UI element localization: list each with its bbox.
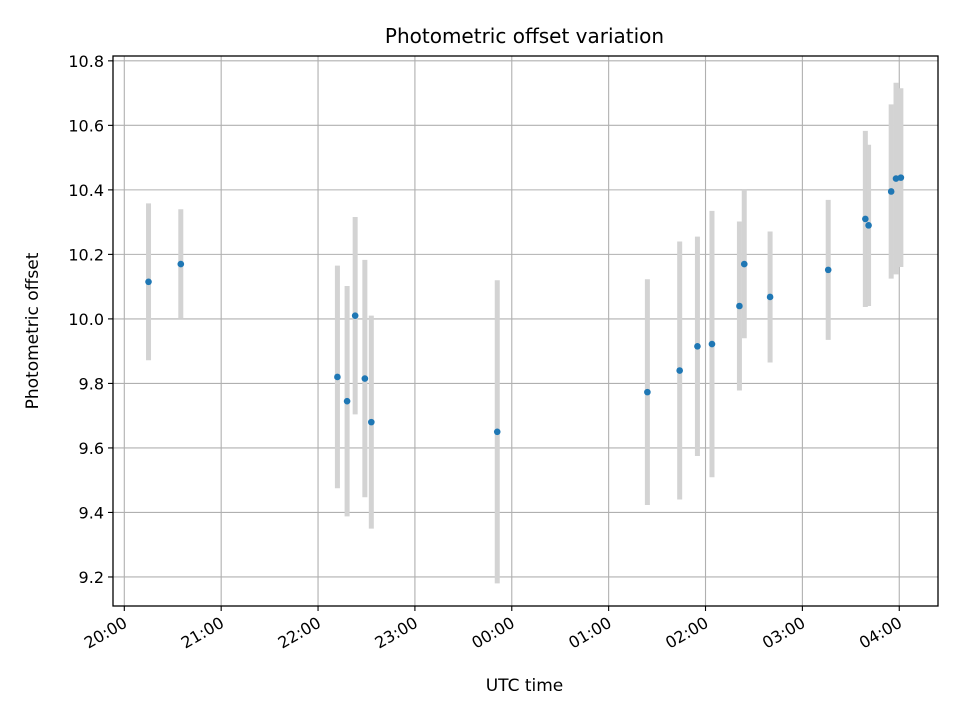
- y-tick-label: 9.4: [79, 503, 104, 522]
- y-tick-label: 10.2: [68, 245, 104, 264]
- y-tick-label: 10.6: [68, 116, 104, 135]
- data-point: [694, 343, 701, 350]
- y-tick-label: 9.8: [79, 374, 104, 393]
- data-point: [897, 174, 905, 181]
- data-point: [334, 373, 341, 381]
- data-point: [351, 312, 359, 319]
- x-tick-label: 01:00: [565, 613, 614, 653]
- data-point: [824, 266, 832, 274]
- data-point: [736, 302, 743, 310]
- y-tick-label: 10.8: [68, 52, 104, 71]
- data-point: [368, 418, 375, 426]
- data-point: [766, 293, 774, 301]
- grid-lines: [113, 56, 938, 606]
- data-point: [676, 367, 683, 374]
- error-bars: [146, 82, 904, 584]
- y-tick-label: 9.2: [79, 568, 104, 587]
- data-point: [361, 375, 369, 382]
- data-point: [887, 188, 895, 195]
- x-tick-label: 00:00: [468, 613, 517, 653]
- plot-frame: [112, 55, 939, 607]
- data-point: [865, 222, 872, 229]
- x-tick-label: 22:00: [275, 613, 324, 653]
- x-tick-label: 21:00: [178, 613, 227, 653]
- data-point: [708, 340, 716, 348]
- data-points: [145, 174, 905, 436]
- data-point: [644, 388, 651, 396]
- x-tick-label: 20:00: [81, 613, 130, 653]
- y-tick-label: 10.4: [68, 181, 104, 200]
- data-point: [493, 428, 501, 436]
- y-tick-label: 9.6: [79, 439, 104, 458]
- x-tick-label: 02:00: [662, 613, 711, 653]
- y-tick-label: 10.0: [68, 310, 104, 329]
- data-point: [145, 278, 152, 286]
- chart-title: Photometric offset variation: [385, 24, 664, 48]
- x-tick-label: 04:00: [856, 613, 905, 653]
- axis-ticks: 9.2 9.4 9.6 9.8 10.0 10.2 10.4 10.6 10.8 20:00 21:…: [68, 52, 905, 653]
- data-point: [862, 215, 869, 223]
- y-axis-label: Photometric offset: [23, 252, 43, 409]
- x-axis-label: UTC time: [486, 676, 564, 696]
- x-tick-label: 03:00: [759, 613, 808, 653]
- x-tick-label: 23:00: [371, 613, 420, 653]
- data-point: [177, 260, 185, 268]
- data-point: [740, 260, 748, 268]
- data-point: [343, 397, 351, 405]
